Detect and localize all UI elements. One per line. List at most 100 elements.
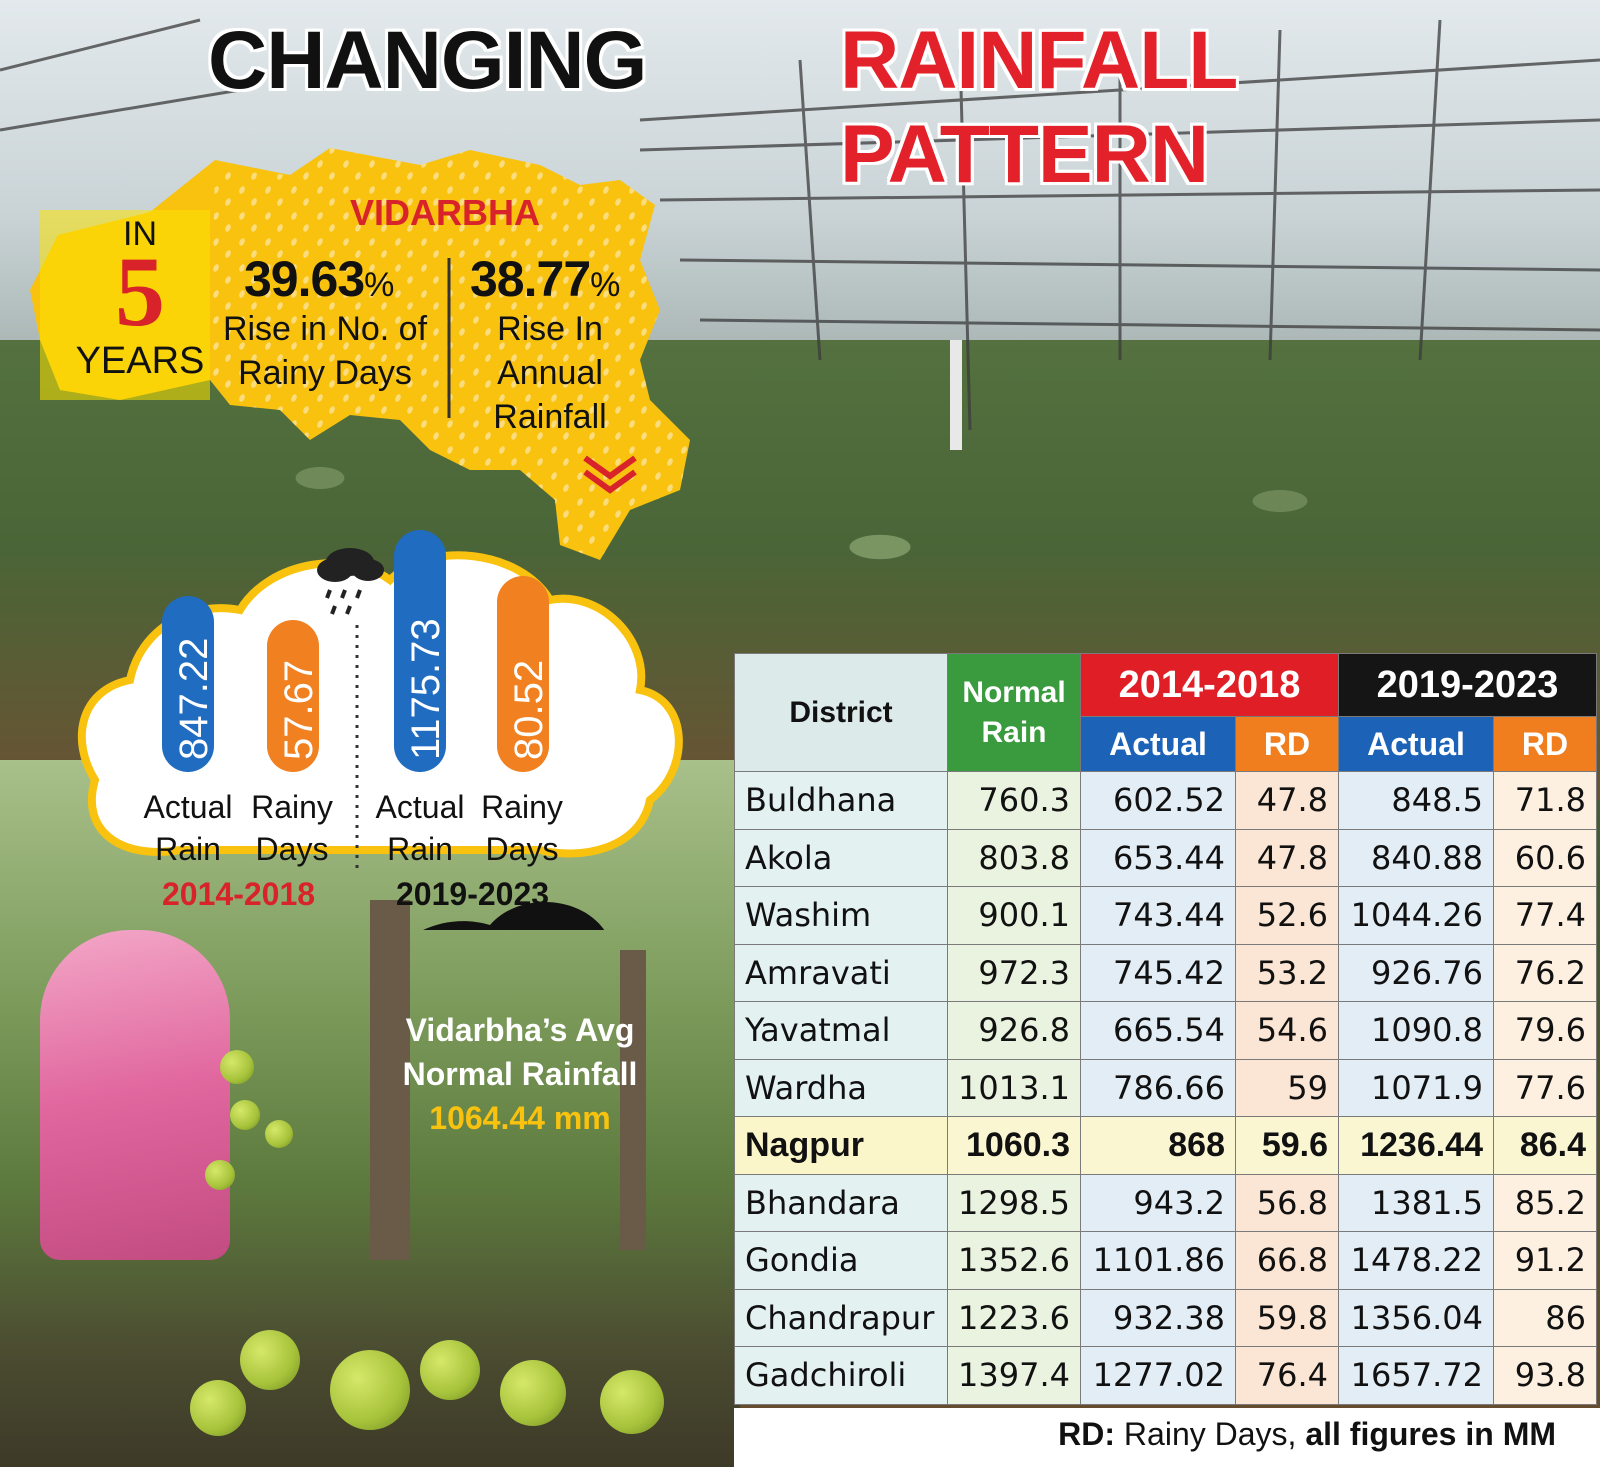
stat-rainy-days-value: 39.63% — [244, 251, 394, 307]
cell-rd-2019-2023: 76.2 — [1493, 943, 1597, 1002]
cell-district: Chandrapur — [734, 1288, 948, 1347]
cell-rd-2014-2018: 66.8 — [1235, 1231, 1339, 1290]
table-row: Amravati 972.3 745.42 53.2 926.76 76.2 — [734, 943, 1597, 1002]
cell-rd-2019-2023: 77.6 — [1493, 1058, 1597, 1117]
table-row: Chandrapur 1223.6 932.38 59.8 1356.04 86 — [734, 1288, 1597, 1347]
tree-trunk — [620, 950, 646, 1250]
cell-actual-2014-2018: 653.44 — [1080, 828, 1236, 887]
cell-normal-rain: 900.1 — [947, 886, 1081, 945]
period-label-2019-2023: 2019-2023 — [396, 876, 550, 912]
page-title: CHANGING RAINFALL PATTERN — [200, 14, 1400, 200]
cell-actual-2014-2018: 786.66 — [1080, 1058, 1236, 1117]
cell-actual-2019-2023: 840.88 — [1338, 828, 1494, 887]
table-row: Bhandara 1298.5 943.2 56.8 1381.5 85.2 — [734, 1173, 1597, 1232]
cell-actual-2019-2023: 1356.04 — [1338, 1288, 1494, 1347]
cell-rd-2014-2018: 59.8 — [1235, 1288, 1339, 1347]
period-label-2014-2018: 2014-2018 — [162, 876, 316, 912]
cell-actual-2019-2023: 848.5 — [1338, 771, 1494, 830]
cell-rd-2014-2018: 47.8 — [1235, 828, 1339, 887]
title-part-red: RAINFALL PATTERN — [840, 15, 1237, 200]
cell-district: Amravati — [734, 943, 948, 1002]
bar-rainy-days-2019-2023 — [497, 576, 549, 772]
cell-normal-rain: 972.3 — [947, 943, 1081, 1002]
cell-rd-2014-2018: 54.6 — [1235, 1001, 1339, 1060]
tree-trunk — [370, 900, 410, 1260]
table-row: Akola 803.8 653.44 47.8 840.88 60.6 — [734, 828, 1597, 887]
cell-district: Wardha — [734, 1058, 948, 1117]
column-header-district: District — [734, 653, 948, 772]
cell-actual-2014-2018: 1277.02 — [1080, 1346, 1236, 1405]
cell-normal-rain: 1397.4 — [947, 1346, 1081, 1405]
cell-rd-2019-2023: 77.4 — [1493, 886, 1597, 945]
bar-rainy-days-2014-2018 — [267, 620, 319, 772]
chevron-down-icon — [583, 455, 637, 480]
orange-fruit — [500, 1360, 566, 1426]
orange-fruit — [190, 1380, 246, 1436]
greenhouse-frame — [0, 18, 1600, 450]
cell-district: Gondia — [734, 1231, 948, 1290]
cell-actual-2019-2023: 1657.72 — [1338, 1346, 1494, 1405]
bar-value-label: 847.22 — [172, 637, 216, 760]
orange-fruit — [230, 1100, 260, 1130]
column-header-normal-rain: Normal Rain — [947, 653, 1081, 772]
orange-fruit — [265, 1120, 293, 1148]
cell-rd-2019-2023: 93.8 — [1493, 1346, 1597, 1405]
title-part-black: CHANGING — [208, 15, 647, 106]
cell-actual-2019-2023: 1381.5 — [1338, 1173, 1494, 1232]
cell-rd-2014-2018: 53.2 — [1235, 943, 1339, 1002]
bar-caption: Actual Rain — [143, 789, 233, 867]
cell-actual-2019-2023: 1236.44 — [1338, 1116, 1494, 1175]
cell-actual-2014-2018: 743.44 — [1080, 886, 1236, 945]
cell-rd-2014-2018: 76.4 — [1235, 1346, 1339, 1405]
cell-actual-2014-2018: 1101.86 — [1080, 1231, 1236, 1290]
avg-rainfall-value: 1064.44 mm — [429, 1100, 611, 1136]
bar-caption: Rainy Days — [481, 789, 563, 867]
stat-annual-rainfall-value: 38.77% — [470, 251, 620, 307]
cell-district: Akola — [734, 828, 948, 887]
district-rainfall-table: District Normal Rain 2014-2018 2019-2023 … — [734, 653, 1597, 1405]
cell-normal-rain: 760.3 — [947, 771, 1081, 830]
table-row: Washim 900.1 743.44 52.6 1044.26 77.4 — [734, 886, 1597, 945]
farmer-woman — [40, 930, 230, 1260]
column-header-actual: Actual — [1338, 716, 1494, 772]
cell-rd-2019-2023: 85.2 — [1493, 1173, 1597, 1232]
cell-district: Nagpur — [734, 1116, 948, 1175]
cell-rd-2019-2023: 79.6 — [1493, 1001, 1597, 1060]
cell-rd-2019-2023: 71.8 — [1493, 771, 1597, 830]
column-header-period-2014-2018: 2014-2018 — [1080, 653, 1339, 717]
table-row: Nagpur 1060.3 868 59.6 1236.44 86.4 — [734, 1116, 1597, 1175]
avg-rainfall-label: Vidarbha’s Avg Normal Rainfall — [402, 1012, 638, 1092]
stat-annual-rainfall-desc: Rise In Annual Rainfall — [493, 310, 607, 436]
cell-district: Bhandara — [734, 1173, 948, 1232]
cell-rd-2014-2018: 52.6 — [1235, 886, 1339, 945]
bar-actual-rain-2019-2023 — [394, 530, 446, 772]
cell-actual-2019-2023: 1478.22 — [1338, 1231, 1494, 1290]
cell-normal-rain: 1060.3 — [947, 1116, 1081, 1175]
cell-normal-rain: 1013.1 — [947, 1058, 1081, 1117]
pole — [950, 340, 962, 450]
cell-actual-2019-2023: 926.76 — [1338, 943, 1494, 1002]
cell-actual-2014-2018: 868 — [1080, 1116, 1236, 1175]
footnote: RD: Rainy Days, all figures in MM — [1058, 1416, 1556, 1452]
cell-normal-rain: 1298.5 — [947, 1173, 1081, 1232]
bar-value-label: 57.67 — [277, 659, 321, 760]
column-header-rd: RD — [1493, 716, 1597, 772]
cell-district: Gadchiroli — [734, 1346, 948, 1405]
bar-value-label: 80.52 — [507, 659, 551, 760]
cell-actual-2019-2023: 1090.8 — [1338, 1001, 1494, 1060]
cell-normal-rain: 1352.6 — [947, 1231, 1081, 1290]
column-header-rd: RD — [1235, 716, 1339, 772]
bar-actual-rain-2014-2018 — [162, 596, 214, 772]
cell-rd-2019-2023: 60.6 — [1493, 828, 1597, 887]
table-row: Gondia 1352.6 1101.86 66.8 1478.22 91.2 — [734, 1231, 1597, 1290]
table-row: Wardha 1013.1 786.66 59 1071.9 77.6 — [734, 1058, 1597, 1117]
cell-actual-2019-2023: 1044.26 — [1338, 886, 1494, 945]
bar-caption: Actual Rain — [375, 789, 465, 867]
cell-district: Washim — [734, 886, 948, 945]
column-header-actual: Actual — [1080, 716, 1236, 772]
dark-cloud-shape — [423, 902, 605, 930]
cell-rd-2019-2023: 86 — [1493, 1288, 1597, 1347]
cell-actual-2019-2023: 1071.9 — [1338, 1058, 1494, 1117]
rain-cloud-icon — [317, 548, 384, 615]
